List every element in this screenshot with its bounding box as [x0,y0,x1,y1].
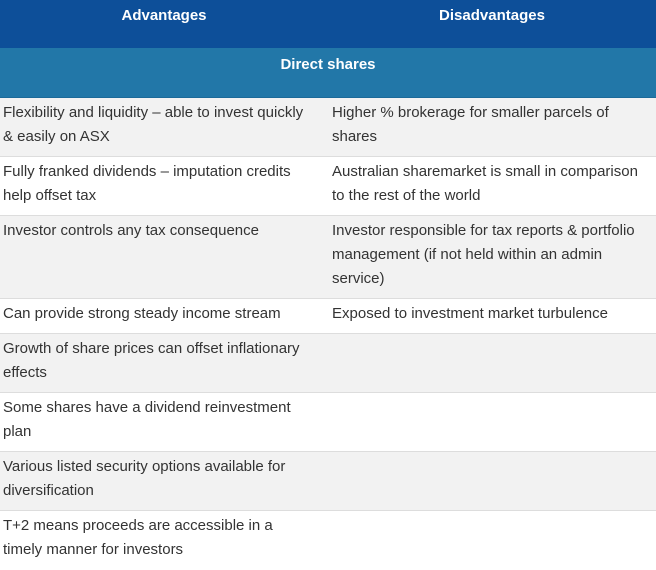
table-row: Growth of share prices can offset inflat… [0,333,656,393]
disadvantages-header: Disadvantages [328,0,656,48]
table-row: Investor controls any tax consequence In… [0,215,656,299]
advantage-cell: Investor controls any tax consequence [0,215,328,299]
disadvantage-cell [328,392,656,452]
table-row: Various listed security options availabl… [0,451,656,511]
disadvantage-cell [328,510,656,570]
disadvantage-cell [328,451,656,511]
table-row: T+2 means proceeds are accessible in a t… [0,510,656,570]
table-row: Fully franked dividends – imputation cre… [0,156,656,216]
table-row: Some shares have a dividend reinvestment… [0,392,656,452]
advantage-cell: Flexibility and liquidity – able to inve… [0,97,328,157]
advantage-cell: T+2 means proceeds are accessible in a t… [0,510,328,570]
advantage-cell: Fully franked dividends – imputation cre… [0,156,328,216]
disadvantage-cell: Australian sharemarket is small in compa… [328,156,656,216]
disadvantage-cell: Exposed to investment market turbulence [328,298,656,334]
disadvantage-cell: Higher % brokerage for smaller parcels o… [328,97,656,157]
table-row: Can provide strong steady income stream … [0,298,656,334]
section-row: Direct shares [0,48,656,98]
advantages-header: Advantages [0,0,328,48]
header-row: Advantages Disadvantages [0,0,656,48]
advantage-cell: Growth of share prices can offset inflat… [0,333,328,393]
advantage-cell: Can provide strong steady income stream [0,298,328,334]
advantage-cell: Some shares have a dividend reinvestment… [0,392,328,452]
disadvantage-cell: Investor responsible for tax reports & p… [328,215,656,299]
section-title: Direct shares [0,48,656,98]
disadvantage-cell [328,333,656,393]
table-row: Flexibility and liquidity – able to inve… [0,97,656,157]
advantage-cell: Various listed security options availabl… [0,451,328,511]
